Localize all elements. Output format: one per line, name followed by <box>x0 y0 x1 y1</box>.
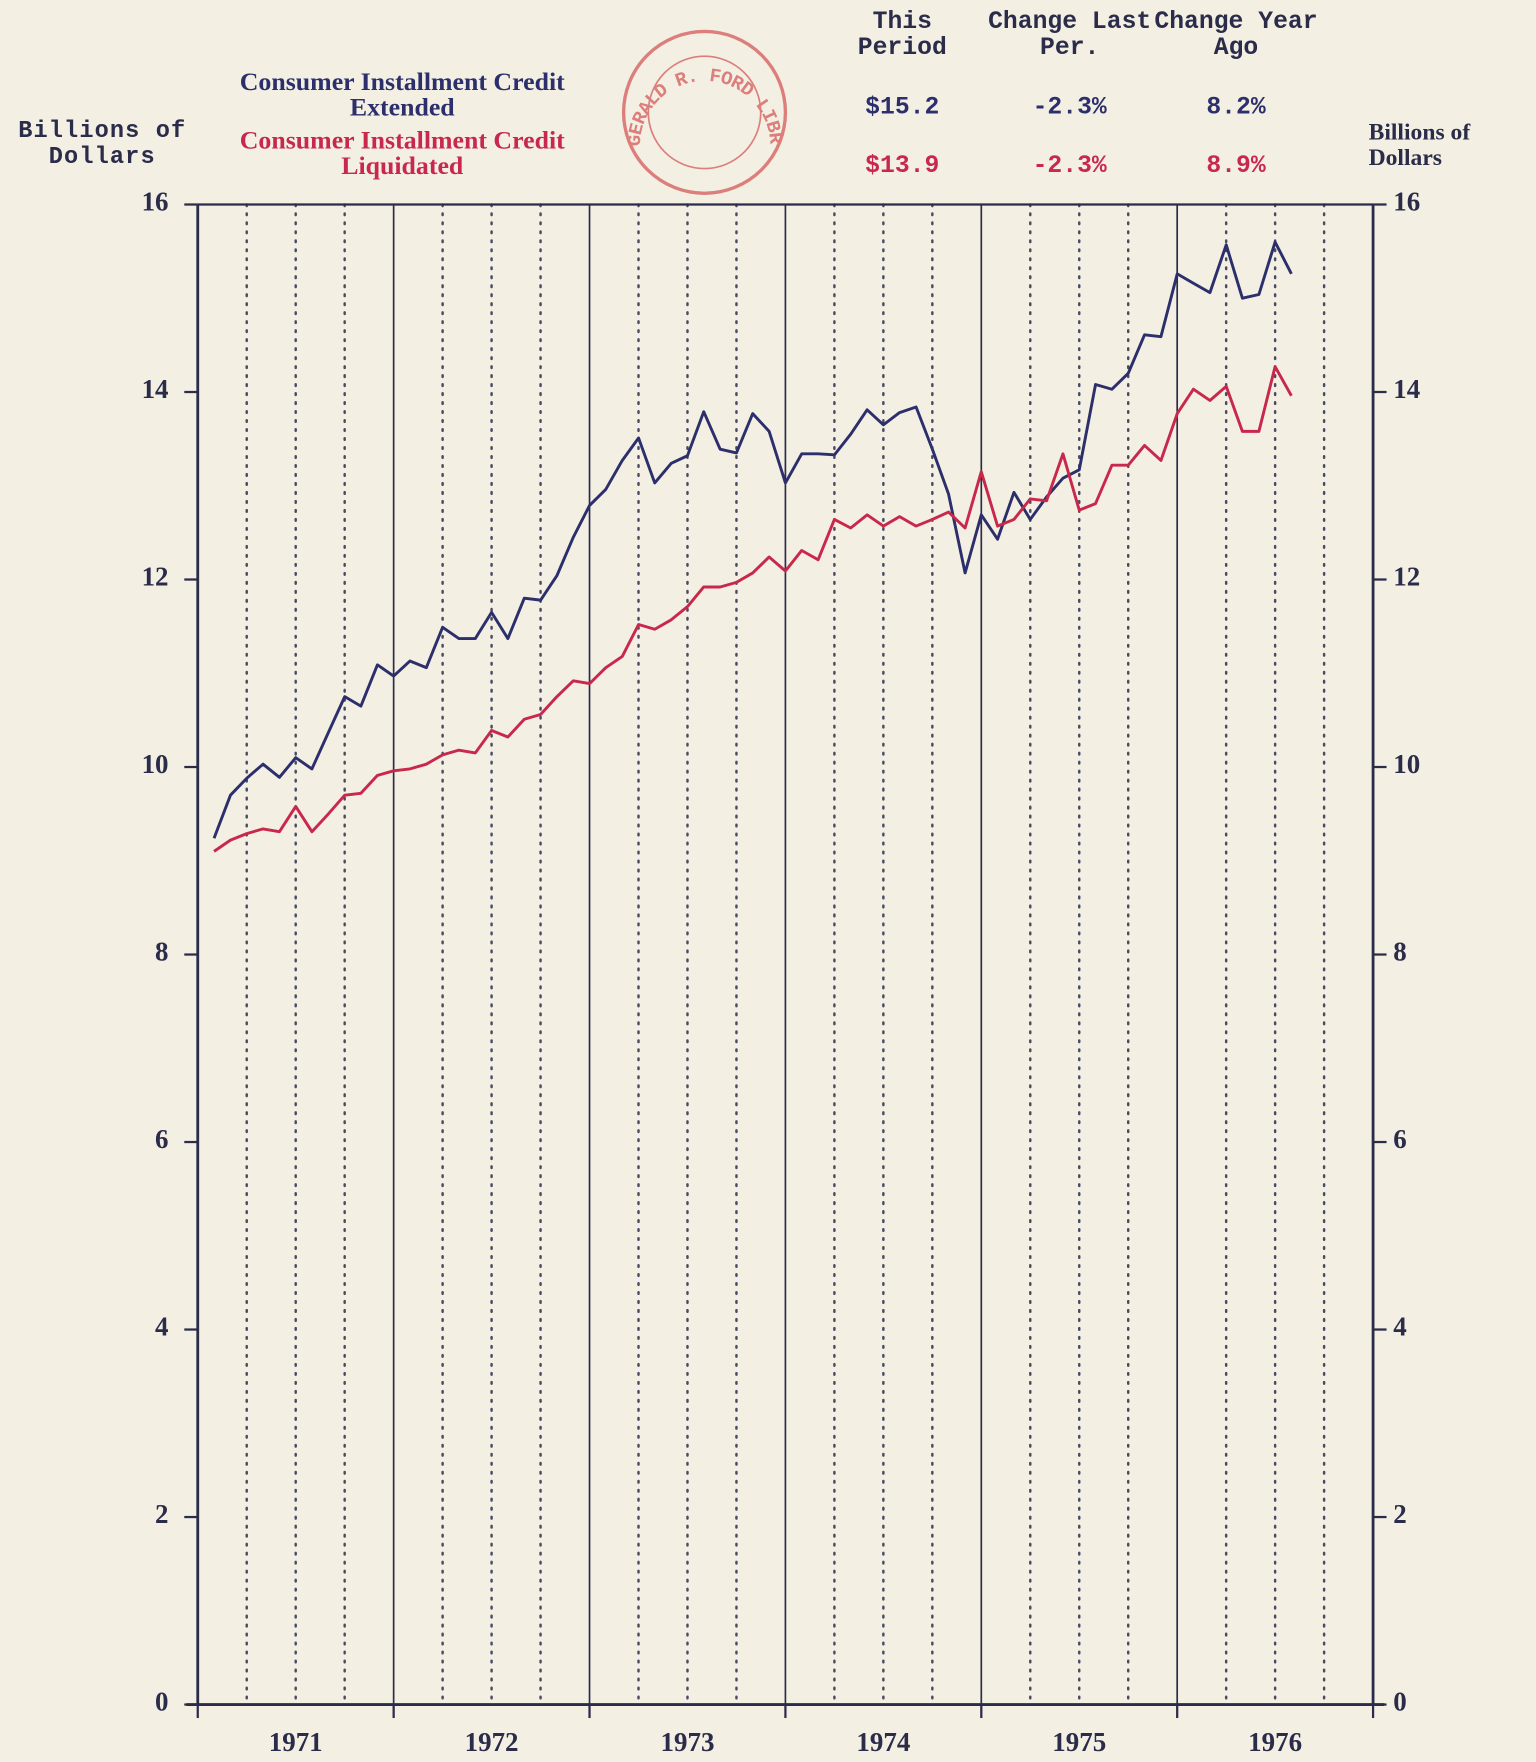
x-tick-label: 1976 <box>1248 1727 1302 1757</box>
y-tick-label: 0 <box>155 1687 168 1717</box>
legend-entry: Consumer Installment Credit Extended <box>239 67 565 122</box>
y2-tick-label: 12 <box>1393 562 1420 592</box>
y2-tick-label: 8 <box>1393 937 1406 967</box>
y2-tick-label: 10 <box>1393 749 1420 779</box>
y2-tick-label: 6 <box>1393 1124 1406 1154</box>
stamp-inner-ring <box>647 55 762 170</box>
y2-tick-label: 0 <box>1393 1687 1406 1717</box>
stamp-ring <box>621 29 788 195</box>
x-tick-label: 1975 <box>1052 1727 1106 1757</box>
y-tick-label: 2 <box>155 1499 168 1529</box>
table-cell: -2.3% <box>1032 151 1107 180</box>
x-tick-label: 1971 <box>269 1727 323 1757</box>
table-cell: 8.2% <box>1206 93 1266 122</box>
x-tick-label: 1973 <box>661 1727 715 1757</box>
table-cell: $15.2 <box>865 93 940 122</box>
table-header: Change Year Ago <box>1154 7 1318 62</box>
y-tick-label: 4 <box>155 1312 168 1342</box>
y-tick-label: 8 <box>155 937 168 967</box>
x-tick-label: 1974 <box>856 1727 910 1757</box>
series-line <box>213 365 1293 853</box>
table-header: This Period <box>857 7 947 62</box>
y-tick-label: 14 <box>142 374 169 404</box>
y2-tick-label: 2 <box>1393 1499 1406 1529</box>
table-cell: 8.9% <box>1206 151 1266 180</box>
y2-tick-label: 4 <box>1393 1312 1406 1342</box>
x-tick-label: 1972 <box>465 1727 519 1757</box>
table-header: Change Last Per. <box>988 7 1152 62</box>
y-tick-label: 10 <box>142 749 169 779</box>
table-cell: -2.3% <box>1032 93 1107 122</box>
y2-tick-label: 16 <box>1393 187 1420 217</box>
y-tick-label: 12 <box>142 562 169 592</box>
y2-axis-title: Billions of Dollars <box>1368 117 1471 171</box>
y-tick-label: 6 <box>155 1124 168 1154</box>
y2-tick-label: 14 <box>1393 374 1420 404</box>
y-axis-title: Billions of Dollars <box>18 119 187 171</box>
table-cell: $13.9 <box>865 151 940 180</box>
y-tick-label: 16 <box>142 187 169 217</box>
series-line <box>212 240 1293 839</box>
legend-entry: Consumer Installment Credit Liquidated <box>239 125 565 180</box>
